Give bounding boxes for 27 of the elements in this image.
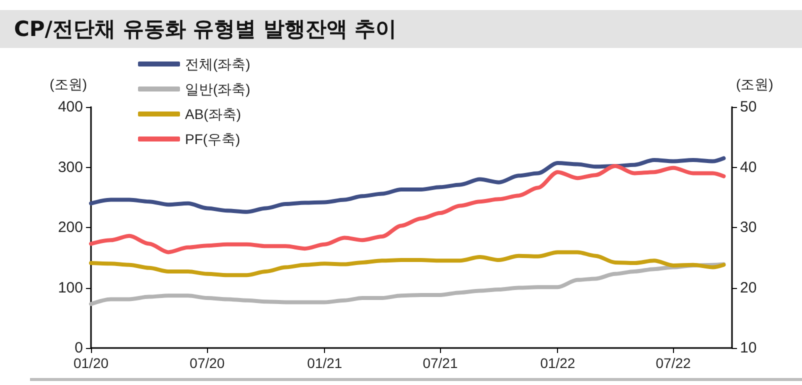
y2-tick-label: 50 <box>740 98 757 116</box>
x-tick-label: 07/22 <box>656 355 691 371</box>
legend-label: 일반(좌축) <box>185 81 250 97</box>
x-tick-label: 01/20 <box>73 355 109 371</box>
line-series <box>89 250 726 278</box>
x-tick-label: 01/22 <box>540 355 576 371</box>
y2-tick-label: 30 <box>740 219 757 236</box>
x-tick-label: 07/20 <box>190 355 225 371</box>
y-tick-label: 100 <box>58 279 83 296</box>
y2-tick-label: 20 <box>740 279 757 296</box>
y-tick-label: 400 <box>58 98 83 116</box>
line-series <box>89 262 726 306</box>
y-tick-label: 0 <box>74 340 83 356</box>
y-tick-label: 300 <box>58 158 83 176</box>
legend-label: 전체(좌축) <box>185 56 250 72</box>
y2-tick-label: 10 <box>740 340 757 356</box>
y2-tick-label: 40 <box>740 158 757 176</box>
legend-label: PF(우축) <box>185 131 240 147</box>
y-axis-title: (조원) <box>50 76 87 92</box>
y-tick-label: 200 <box>58 219 83 236</box>
line-series <box>89 164 726 254</box>
y2-axis-title: (조원) <box>736 76 774 92</box>
legend-label: AB(좌축) <box>185 106 241 122</box>
x-tick-label: 07/21 <box>422 355 458 371</box>
chart-title: CP/전단채 유동화 유형별 발행잔액 추이 <box>0 10 802 48</box>
x-tick-label: 01/21 <box>307 355 342 371</box>
line-series <box>89 156 726 214</box>
